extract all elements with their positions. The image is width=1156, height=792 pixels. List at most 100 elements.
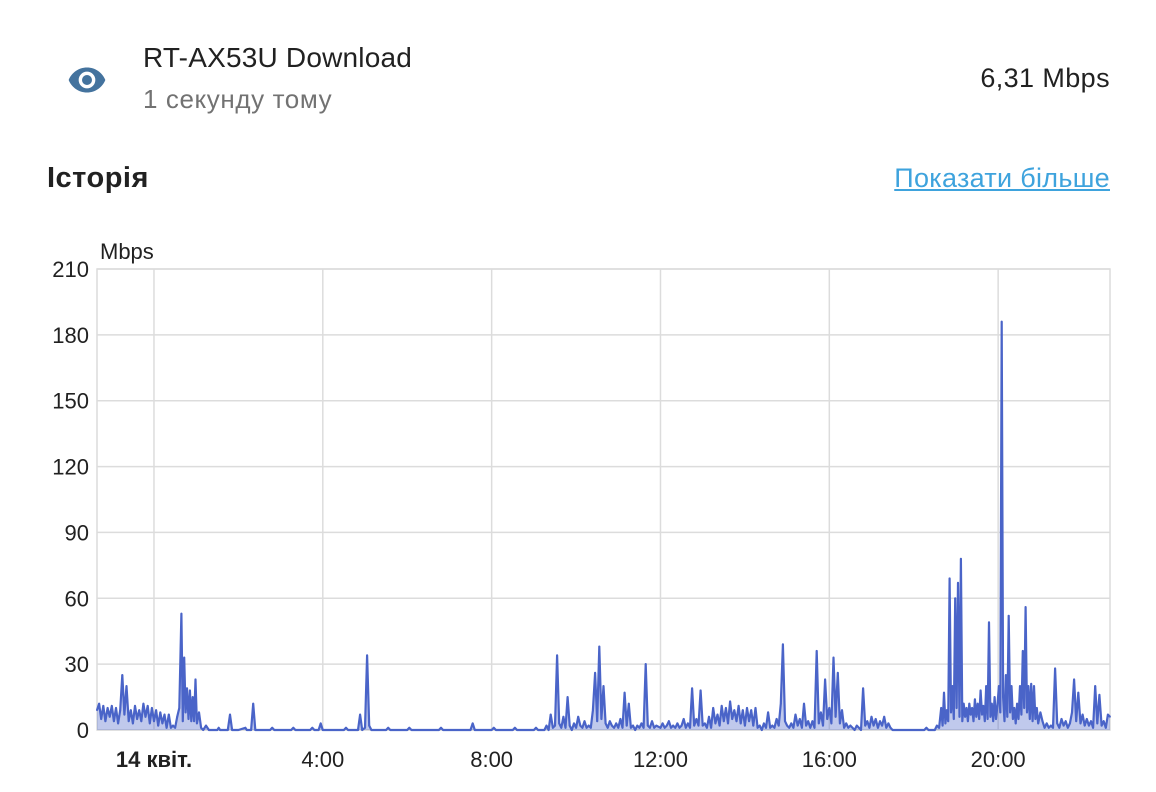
data-point <box>132 722 134 725</box>
data-point <box>1075 720 1078 723</box>
data-point <box>1023 707 1026 709</box>
data-point <box>562 715 565 718</box>
data-point <box>697 724 700 727</box>
y-tick-label: 210 <box>52 257 89 282</box>
data-point <box>1102 720 1105 723</box>
data-point <box>684 726 687 729</box>
data-point <box>237 729 240 731</box>
data-point <box>172 724 174 727</box>
data-point <box>936 724 938 727</box>
data-point <box>999 711 1002 714</box>
data-point <box>885 726 888 729</box>
data-point <box>1107 713 1109 716</box>
data-point <box>976 702 979 705</box>
data-point <box>794 713 797 716</box>
data-point <box>1060 718 1063 720</box>
data-point <box>773 726 776 729</box>
data-point <box>196 722 198 725</box>
data-point <box>912 729 915 731</box>
data-point <box>754 707 757 709</box>
data-point <box>1062 724 1065 727</box>
data-point <box>163 713 166 716</box>
data-point <box>611 724 613 727</box>
data-point <box>613 726 615 729</box>
data-point <box>964 715 966 718</box>
data-point <box>938 726 940 729</box>
data-point <box>134 705 136 707</box>
y-tick-label: 180 <box>52 323 89 348</box>
data-point <box>311 726 314 729</box>
data-point <box>343 729 345 731</box>
data-point <box>995 718 997 720</box>
data-point <box>585 726 588 729</box>
data-point <box>200 726 203 729</box>
data-point <box>157 724 160 727</box>
data-point <box>100 718 103 720</box>
data-point <box>1028 718 1031 720</box>
data-point <box>710 726 712 729</box>
data-point <box>864 724 867 727</box>
data-point <box>969 713 972 716</box>
data-point <box>598 645 601 648</box>
data-point <box>516 729 518 731</box>
data-point <box>535 726 537 729</box>
data-point <box>813 726 816 729</box>
data-point <box>941 724 944 727</box>
data-point <box>971 707 973 709</box>
entity-name: RT-AX53U Download <box>143 42 413 73</box>
data-point <box>756 726 759 729</box>
y-tick-label: 150 <box>52 389 89 414</box>
data-point <box>165 726 168 729</box>
data-point <box>979 689 982 692</box>
y-axis-unit: Mbps <box>100 239 154 264</box>
data-point <box>619 718 622 720</box>
data-point <box>368 724 371 727</box>
data-point <box>180 612 183 615</box>
data-point <box>183 656 186 659</box>
data-point <box>945 709 948 712</box>
data-point <box>174 726 177 729</box>
chart-grid <box>96 268 1111 731</box>
data-point <box>665 724 668 727</box>
data-point <box>117 722 119 725</box>
data-point <box>604 722 607 725</box>
data-point <box>962 702 965 705</box>
show-more-link[interactable]: Показати більше <box>894 163 1110 193</box>
data-point <box>514 726 516 729</box>
y-tick-label: 60 <box>65 586 89 611</box>
data-point <box>181 720 184 723</box>
data-point <box>136 718 139 720</box>
data-point <box>735 720 738 723</box>
data-point <box>1035 707 1038 709</box>
data-point <box>98 702 100 705</box>
data-point <box>689 726 691 729</box>
data-point <box>965 707 968 709</box>
data-point <box>858 726 860 729</box>
data-point <box>1050 724 1052 727</box>
data-point <box>1056 722 1059 725</box>
data-point <box>226 729 229 731</box>
data-point <box>245 729 248 731</box>
data-point <box>706 726 708 729</box>
data-point <box>739 722 742 725</box>
data-point <box>1045 722 1048 725</box>
data-point <box>972 720 975 723</box>
data-point <box>1003 720 1006 723</box>
data-point <box>1012 718 1014 720</box>
data-point <box>1006 715 1009 718</box>
data-point <box>1052 726 1054 729</box>
x-tick-label: 20:00 <box>971 747 1026 772</box>
data-point <box>558 722 561 725</box>
data-point <box>191 696 194 698</box>
data-point <box>1002 696 1004 698</box>
data-point <box>385 729 387 731</box>
data-point <box>615 722 618 725</box>
data-point <box>408 726 411 729</box>
data-point <box>849 724 852 727</box>
data-point <box>1090 720 1092 723</box>
eye-icon <box>68 67 106 93</box>
data-point <box>798 718 801 720</box>
data-point <box>845 722 848 725</box>
data-point <box>545 724 548 727</box>
data-point <box>146 705 149 707</box>
